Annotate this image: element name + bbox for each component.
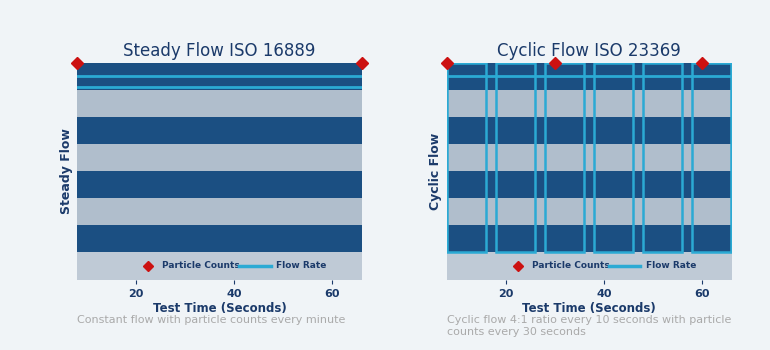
X-axis label: Test Time (Seconds): Test Time (Seconds): [522, 302, 656, 315]
Text: Constant flow with particle counts every minute: Constant flow with particle counts every…: [77, 315, 346, 325]
Title: Cyclic Flow ISO 23369: Cyclic Flow ISO 23369: [497, 42, 681, 60]
Bar: [77, 63, 362, 90]
Bar: [447, 63, 486, 252]
Text: Flow Rate: Flow Rate: [276, 261, 326, 271]
Text: Particle Counts: Particle Counts: [532, 261, 610, 271]
Text: Cyclic flow 4:1 ratio every 10 seconds with particle
counts every 30 seconds: Cyclic flow 4:1 ratio every 10 seconds w…: [447, 315, 731, 337]
Bar: [447, 198, 732, 225]
Bar: [447, 117, 732, 144]
Title: Steady Flow ISO 16889: Steady Flow ISO 16889: [123, 42, 316, 60]
Bar: [77, 144, 362, 171]
Bar: [594, 63, 633, 252]
Bar: [447, 90, 732, 117]
Bar: [77, 171, 362, 198]
Bar: [545, 63, 584, 252]
Bar: [447, 252, 732, 280]
Bar: [77, 198, 362, 225]
Bar: [77, 90, 362, 117]
Y-axis label: Steady Flow: Steady Flow: [60, 128, 73, 215]
Bar: [447, 63, 732, 90]
Bar: [447, 171, 732, 198]
Y-axis label: Cyclic Flow: Cyclic Flow: [430, 133, 443, 210]
Bar: [77, 252, 362, 280]
Bar: [77, 225, 362, 252]
X-axis label: Test Time (Seconds): Test Time (Seconds): [152, 302, 286, 315]
Bar: [447, 225, 732, 252]
Bar: [77, 117, 362, 144]
Bar: [447, 144, 732, 171]
Text: Flow Rate: Flow Rate: [646, 261, 696, 271]
Bar: [496, 63, 535, 252]
Bar: [692, 63, 732, 252]
Bar: [643, 63, 682, 252]
Text: Particle Counts: Particle Counts: [162, 261, 240, 271]
